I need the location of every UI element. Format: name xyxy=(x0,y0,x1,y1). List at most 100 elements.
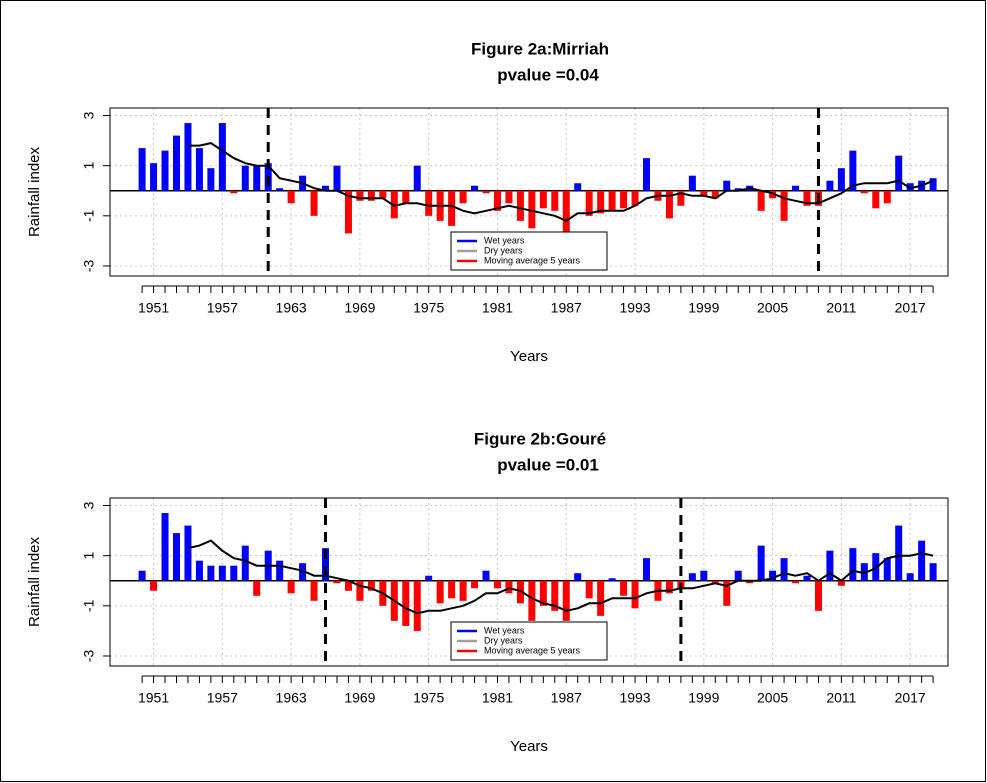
bar xyxy=(276,188,284,191)
bar xyxy=(597,190,605,214)
bar xyxy=(333,165,341,191)
bar xyxy=(700,190,708,196)
bar xyxy=(516,190,524,221)
bar xyxy=(505,580,513,594)
bar xyxy=(688,175,696,191)
bar xyxy=(769,570,777,581)
bar xyxy=(860,190,868,194)
bar xyxy=(562,580,570,621)
bar xyxy=(803,190,811,206)
bar xyxy=(906,183,914,191)
chart-title: Figure 2b:Gouré xyxy=(474,429,606,448)
x-tick-label: 1981 xyxy=(482,300,513,316)
x-tick-label: 2017 xyxy=(895,690,926,706)
legend-label: Dry years xyxy=(484,635,523,645)
bar xyxy=(218,565,226,581)
chart-subtitle: pvalue =0.04 xyxy=(497,65,599,84)
bar xyxy=(792,185,800,191)
bar xyxy=(333,580,341,584)
y-tick-label: 1 xyxy=(81,552,97,560)
bar xyxy=(883,190,891,204)
bar xyxy=(367,580,375,591)
bar xyxy=(769,190,777,199)
bar xyxy=(138,570,146,581)
bar xyxy=(482,190,490,194)
bar xyxy=(723,180,731,191)
bar xyxy=(184,525,192,581)
bar xyxy=(837,168,845,191)
x-tick-label: 2011 xyxy=(826,300,856,316)
bar xyxy=(493,580,501,589)
bar xyxy=(344,190,352,234)
bar xyxy=(918,540,926,581)
x-tick-label: 2011 xyxy=(826,690,856,706)
bar xyxy=(837,580,845,586)
bar xyxy=(356,190,364,201)
bar xyxy=(746,580,754,584)
bar xyxy=(390,190,398,219)
y-tick-label: -1 xyxy=(81,209,97,222)
bar xyxy=(207,565,215,581)
bar xyxy=(574,183,582,191)
x-tick-label: 1993 xyxy=(619,300,650,316)
bar xyxy=(895,155,903,191)
bar xyxy=(150,163,158,191)
x-tick-label: 1999 xyxy=(688,690,719,706)
bar xyxy=(230,190,238,194)
bar xyxy=(310,190,318,216)
bar xyxy=(241,165,249,191)
bar xyxy=(379,190,387,199)
x-tick-label: 2017 xyxy=(895,300,926,316)
bar xyxy=(161,513,169,581)
bar xyxy=(585,580,593,599)
bar xyxy=(620,580,628,596)
plot-box xyxy=(109,107,949,277)
x-tick-label: 1951 xyxy=(138,300,169,316)
bar xyxy=(562,190,570,234)
x-tick-label: 2005 xyxy=(757,690,788,706)
bar xyxy=(643,158,651,191)
bar xyxy=(711,190,719,199)
bar xyxy=(402,190,410,204)
bar xyxy=(218,123,226,191)
x-tick-label: 1987 xyxy=(551,690,582,706)
x-tick-label: 1975 xyxy=(413,300,444,316)
bar xyxy=(138,148,146,191)
bar xyxy=(860,563,868,581)
bar xyxy=(425,190,433,216)
bar xyxy=(402,580,410,626)
bar xyxy=(631,580,639,609)
x-tick-label: 1951 xyxy=(138,690,169,706)
moving-average-line xyxy=(187,539,934,615)
bar xyxy=(253,165,261,191)
bar xyxy=(734,188,742,191)
bar xyxy=(608,578,616,581)
x-tick-label: 1981 xyxy=(482,690,513,706)
legend-label: Moving average 5 years xyxy=(484,255,581,265)
y-tick-label: 3 xyxy=(81,111,97,119)
bar xyxy=(448,580,456,599)
bar xyxy=(780,190,788,221)
bar xyxy=(184,123,192,191)
bar xyxy=(551,190,559,211)
bar xyxy=(322,548,330,581)
legend-label: Wet years xyxy=(484,625,525,635)
bar xyxy=(322,185,330,191)
bar xyxy=(367,190,375,201)
bar xyxy=(253,580,261,596)
legend-label: Moving average 5 years xyxy=(484,645,581,655)
bar xyxy=(172,135,180,191)
bar xyxy=(459,190,467,204)
x-axis-label: Years xyxy=(510,348,548,365)
bar xyxy=(849,150,857,191)
bar xyxy=(287,190,295,204)
x-tick-label: 1963 xyxy=(276,690,307,706)
bar xyxy=(287,580,295,594)
bar xyxy=(172,533,180,581)
bar xyxy=(620,190,628,209)
bar xyxy=(356,580,364,601)
bar xyxy=(471,580,479,589)
bar xyxy=(207,168,215,191)
x-tick-label: 1975 xyxy=(413,690,444,706)
y-tick-label: -1 xyxy=(81,599,97,612)
